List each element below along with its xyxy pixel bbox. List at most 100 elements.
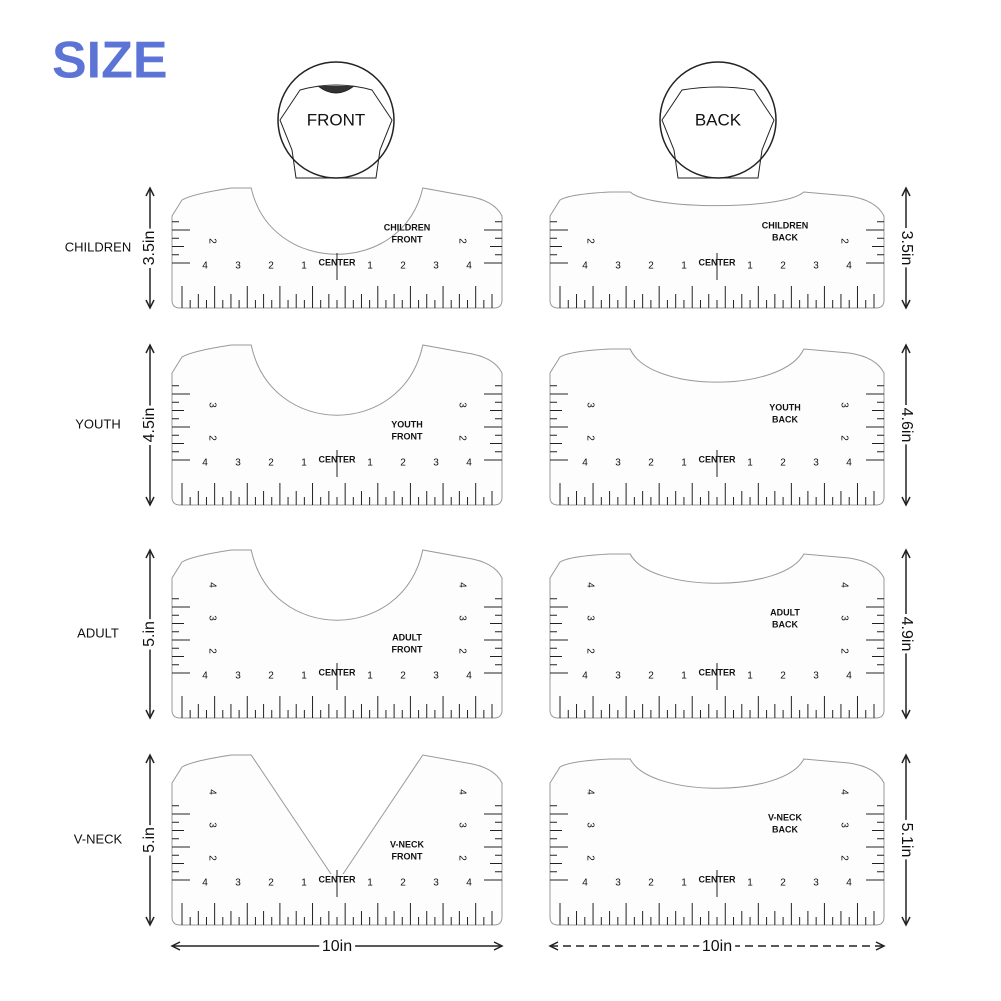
view-label: BACK <box>695 110 742 129</box>
scale-number: 1 <box>367 261 373 272</box>
ruler-outline <box>549 553 885 719</box>
ruler-name: FRONT <box>392 234 423 244</box>
ruler-outline <box>171 754 503 926</box>
arrowhead <box>901 709 911 720</box>
scale-number: 4 <box>456 582 467 588</box>
ruler-name: CHILDREN <box>762 220 809 230</box>
scale-number: 4 <box>202 458 208 469</box>
scale-number: 2 <box>584 435 595 441</box>
scale-number: 3 <box>584 402 595 408</box>
scale-number: 3 <box>206 402 217 408</box>
height-label: 4.9in <box>898 617 915 652</box>
scale-number: 3 <box>813 458 819 469</box>
scale-number: 3 <box>235 261 241 272</box>
scale-number: 4 <box>466 458 472 469</box>
scale-number: 4 <box>846 261 852 272</box>
scale-number: 2 <box>206 855 217 861</box>
scale-number: 4 <box>206 789 217 795</box>
scale-number: 2 <box>780 671 786 682</box>
scale-number: 3 <box>433 671 439 682</box>
scale-number: 2 <box>838 238 849 244</box>
scale-number: 3 <box>433 261 439 272</box>
scale-number: 2 <box>456 238 467 244</box>
ruler-name: BACK <box>772 232 798 242</box>
arrowhead <box>145 343 155 354</box>
scale-number: 1 <box>747 458 753 469</box>
scale-number: 2 <box>780 878 786 889</box>
ruler-name: V-NECK <box>768 812 803 822</box>
scale-number: 2 <box>584 238 595 244</box>
scale-number: 4 <box>582 671 588 682</box>
scale-number: 4 <box>202 261 208 272</box>
ruler-name: BACK <box>772 824 798 834</box>
ruler-name: FRONT <box>392 851 423 861</box>
scale-number: 1 <box>681 261 687 272</box>
scale-number: 1 <box>301 671 307 682</box>
ruler-outline <box>171 549 503 719</box>
scale-number: 4 <box>846 458 852 469</box>
scale-number: 3 <box>615 671 621 682</box>
scale-number: 3 <box>235 878 241 889</box>
ruler-name: FRONT <box>392 431 423 441</box>
arrowhead <box>901 548 911 559</box>
arrowhead <box>901 916 911 927</box>
height-label: 4.6in <box>898 408 915 443</box>
arrowhead <box>145 496 155 507</box>
scale-number: 3 <box>456 615 467 621</box>
arrowhead <box>145 709 155 720</box>
scale-number: 3 <box>813 671 819 682</box>
scale-number: 3 <box>206 615 217 621</box>
arrowhead <box>145 299 155 310</box>
height-label: 5.1in <box>898 823 915 858</box>
ruler-outline <box>549 348 885 506</box>
arrowhead <box>901 496 911 507</box>
scale-number: 2 <box>268 878 274 889</box>
scale-number: 4 <box>846 878 852 889</box>
width-label: 10in <box>322 938 352 955</box>
arrowhead <box>901 299 911 310</box>
scale-number: 4 <box>456 789 467 795</box>
scale-number: 1 <box>747 261 753 272</box>
scale-number: 4 <box>582 261 588 272</box>
scale-number: 2 <box>206 238 217 244</box>
scale-number: 4 <box>582 878 588 889</box>
back-icon: BACK <box>659 61 777 179</box>
scale-number: 4 <box>582 458 588 469</box>
row-label: CHILDREN <box>65 239 131 254</box>
scale-number: 2 <box>648 671 654 682</box>
scale-number: 3 <box>615 458 621 469</box>
arrowhead <box>145 548 155 559</box>
scale-number: 1 <box>367 878 373 889</box>
scale-number: 2 <box>400 878 406 889</box>
height-label: 5.in <box>141 827 158 853</box>
ruler-name: ADULT <box>392 632 422 642</box>
scale-number: 3 <box>813 261 819 272</box>
scale-number: 2 <box>400 261 406 272</box>
arrowhead <box>875 941 886 951</box>
scale-number: 4 <box>466 878 472 889</box>
scale-number: 4 <box>202 878 208 889</box>
scale-number: 1 <box>367 671 373 682</box>
height-label: 4.5in <box>141 408 158 443</box>
scale-number: 3 <box>838 402 849 408</box>
scale-number: 1 <box>301 878 307 889</box>
scale-number: 2 <box>584 855 595 861</box>
scale-number: 4 <box>206 582 217 588</box>
arrowhead <box>548 941 559 951</box>
ruler-outline <box>171 344 503 506</box>
scale-number: 2 <box>780 261 786 272</box>
scale-number: 4 <box>838 789 849 795</box>
arrowhead <box>493 941 504 951</box>
scale-number: 2 <box>206 435 217 441</box>
scale-number: 3 <box>584 822 595 828</box>
scale-number: 2 <box>456 648 467 654</box>
scale-number: 2 <box>584 648 595 654</box>
ruler-outline <box>549 191 885 309</box>
ruler-name: FRONT <box>392 644 423 654</box>
scale-number: 3 <box>433 458 439 469</box>
